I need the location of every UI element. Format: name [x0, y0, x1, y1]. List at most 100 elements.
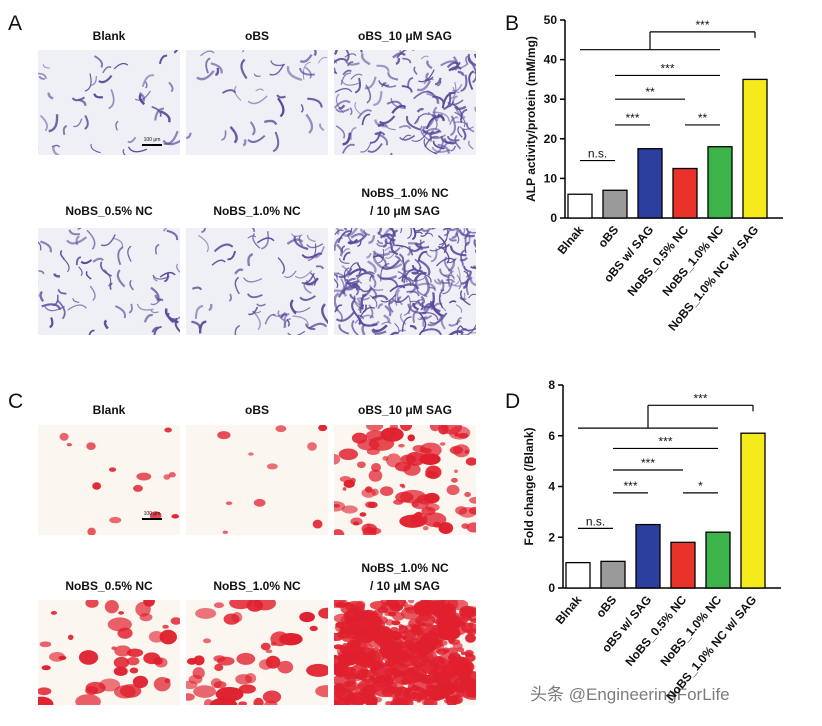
stain: [444, 614, 461, 626]
stain: [41, 665, 51, 671]
stain: [371, 294, 389, 301]
stain: [289, 299, 297, 315]
stain: [75, 694, 101, 705]
stain: [449, 116, 459, 125]
stain: [413, 661, 423, 669]
stain: [388, 247, 401, 254]
stain: [201, 228, 207, 233]
stain-group: [186, 600, 328, 705]
panel-label: A: [8, 12, 22, 35]
stain: [305, 323, 316, 331]
stain: [304, 277, 319, 286]
stain: [343, 228, 348, 231]
stain: [368, 235, 376, 244]
stain: [411, 271, 420, 275]
stain: [299, 611, 315, 623]
stain: [469, 278, 476, 287]
y-axis-label: Fold change (/Blank): [522, 427, 536, 545]
stain: [299, 54, 313, 63]
stain: [109, 516, 122, 524]
stain: [265, 649, 273, 654]
stain: [335, 108, 350, 113]
stain: [335, 125, 346, 139]
stain: [143, 313, 154, 323]
stain: [242, 139, 247, 147]
stain: [337, 230, 353, 244]
stain: [133, 484, 143, 492]
stain: [457, 126, 463, 138]
bar: [742, 78, 768, 219]
stain: [272, 131, 280, 153]
stain: [443, 256, 452, 273]
stain: [334, 229, 344, 236]
stain-group: [38, 50, 180, 155]
stain: [399, 134, 416, 141]
stain: [384, 612, 391, 616]
stain: [38, 687, 52, 696]
stain: [470, 266, 476, 269]
stain: [41, 303, 62, 311]
stain: [222, 530, 229, 534]
stain: [416, 239, 422, 251]
stain: [234, 268, 244, 275]
stain: [457, 70, 465, 76]
micrograph-caption: oBS_10 μM SAG: [358, 29, 452, 43]
stain: [336, 665, 341, 670]
bar: [672, 167, 698, 219]
stain: [474, 106, 476, 113]
stain: [342, 132, 352, 146]
stain: [423, 311, 439, 321]
stain: [117, 246, 124, 266]
stain: [452, 87, 460, 94]
stain: [286, 238, 304, 245]
significance-label: ***: [625, 111, 639, 125]
stain: [412, 642, 434, 655]
stain: [358, 658, 374, 668]
stain: [341, 143, 355, 154]
stain: [141, 74, 155, 88]
stain: [351, 283, 358, 291]
stain: [339, 476, 352, 483]
stain: [198, 234, 209, 253]
stain-group: [334, 228, 476, 335]
stain: [342, 69, 352, 76]
stain: [150, 286, 160, 302]
stain: [164, 272, 169, 283]
stain: [235, 674, 253, 685]
stain: [411, 130, 429, 142]
stain: [458, 229, 475, 238]
stain: [460, 108, 468, 123]
stain: [466, 522, 476, 533]
stain: [465, 233, 471, 247]
stain: [409, 300, 422, 306]
x-tick-label: Blnak: [555, 223, 587, 257]
stain: [253, 498, 266, 507]
stain: [377, 228, 383, 235]
stain-group: [334, 50, 476, 155]
stain: [334, 236, 343, 251]
stain: [272, 311, 286, 317]
stain: [391, 104, 407, 114]
x-tick-label: NoBS_0.5% NC: [622, 593, 689, 669]
stain: [349, 107, 353, 116]
stain: [92, 257, 104, 263]
stain: [399, 514, 426, 528]
stain: [430, 302, 443, 311]
y-tick-label: 30: [544, 92, 558, 106]
stain: [154, 294, 164, 302]
stain: [440, 60, 460, 67]
micrograph-caption: oBS: [245, 403, 269, 417]
stain: [342, 487, 347, 491]
stain: [416, 107, 425, 113]
stain: [317, 56, 328, 64]
stain: [443, 230, 451, 237]
stain: [334, 699, 347, 705]
stain: [341, 245, 346, 253]
stain: [38, 696, 54, 705]
stain: [192, 667, 205, 680]
stain: [213, 602, 225, 609]
stain: [387, 72, 399, 81]
stain: [398, 125, 412, 130]
stain: [440, 135, 456, 145]
